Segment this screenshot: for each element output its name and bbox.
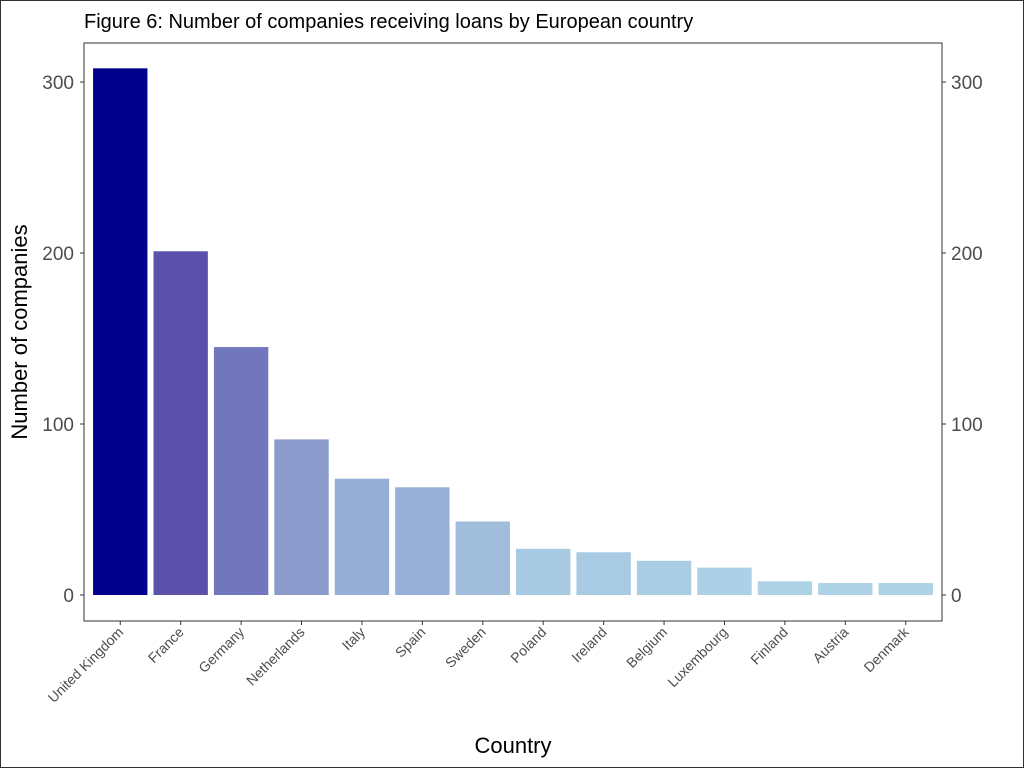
x-tick-label: Austria: [809, 624, 851, 666]
x-tick-label: Netherlands: [243, 624, 308, 689]
y-tick-label-right: 100: [951, 415, 983, 436]
y-tick-label-left: 100: [42, 415, 74, 436]
bar-germany: [213, 347, 269, 595]
x-tick-label: Italy: [339, 624, 368, 653]
bar-denmark: [878, 583, 933, 595]
y-tick-label-right: 300: [951, 73, 983, 94]
y-axis-label: Number of companies: [7, 224, 32, 439]
bar-poland: [516, 548, 571, 595]
x-tick-label: Belgium: [623, 624, 670, 671]
x-tick-label: France: [145, 624, 187, 666]
x-tick-label: Poland: [507, 624, 549, 666]
x-tick-label: United Kingdom: [45, 624, 127, 706]
bar-italy: [334, 478, 390, 595]
x-tick-label: Finland: [747, 624, 791, 668]
bar-finland: [757, 581, 813, 595]
bar-netherlands: [274, 439, 329, 595]
y-tick-label-left: 200: [42, 244, 74, 265]
plot-panel: [83, 42, 943, 622]
x-tick-label: Denmark: [860, 623, 912, 675]
x-tick-label: Sweden: [442, 624, 489, 671]
y-tick-label-left: 300: [42, 73, 74, 94]
x-tick-label: Ireland: [568, 624, 610, 666]
x-axis-label: Country: [474, 733, 551, 758]
x-tick-label: Germany: [195, 624, 247, 676]
x-tick-label: Luxembourg: [664, 624, 730, 690]
bar-sweden: [455, 521, 510, 595]
y-tick-label-left: 0: [63, 586, 74, 607]
bar-france: [153, 251, 208, 596]
bar-united-kingdom: [93, 68, 148, 595]
y-tick-label-right: 0: [951, 586, 962, 607]
bar-spain: [395, 487, 450, 595]
y-tick-label-right: 200: [951, 244, 983, 265]
bar-belgium: [636, 560, 692, 595]
chart-title: Figure 6: Number of companies receiving …: [84, 11, 693, 33]
x-tick-label: Spain: [392, 624, 429, 661]
bar-luxembourg: [697, 567, 752, 595]
bar-ireland: [576, 552, 631, 595]
bar-austria: [818, 583, 873, 595]
